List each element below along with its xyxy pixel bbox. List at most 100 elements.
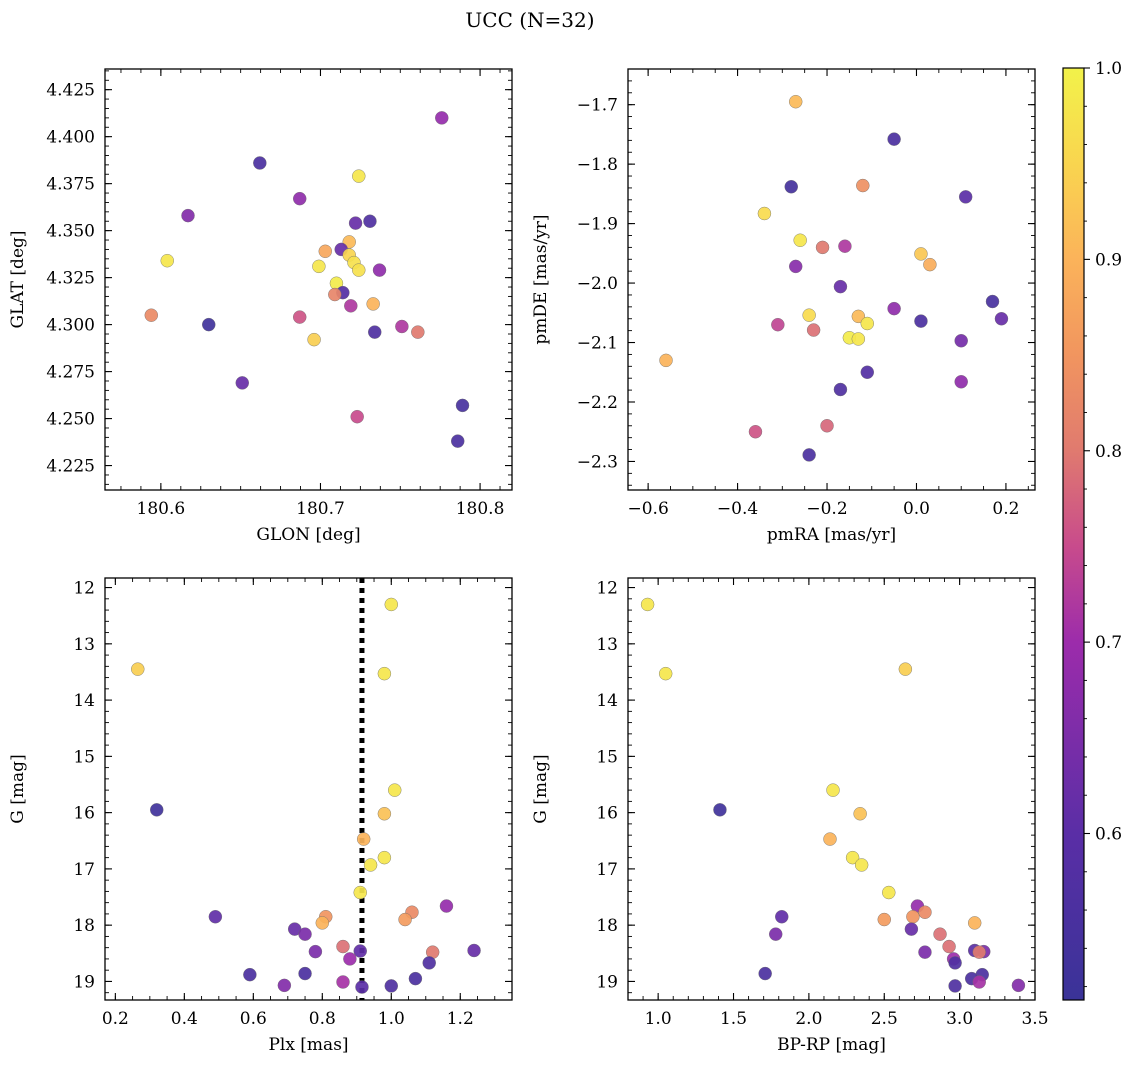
data-point <box>833 279 848 294</box>
data-point <box>640 597 655 612</box>
data-point <box>352 263 366 277</box>
data-point <box>775 910 789 924</box>
panel-galactic: 180.6 180.7 180.8 4.225 4.250 4.275 4.300 4.325… <box>8 68 513 545</box>
x-tick-label: 0.6 <box>240 1009 267 1029</box>
data-point <box>395 319 409 334</box>
colorbar-tick-label: 0.7 <box>1095 633 1122 653</box>
y-axis-label: G [mag] <box>531 754 551 823</box>
y-tick-label: 16 <box>73 804 95 824</box>
data-point <box>353 944 367 958</box>
y-tick-label: −2.2 <box>577 393 618 413</box>
data-point <box>933 927 947 941</box>
data-point <box>388 783 402 797</box>
data-point <box>348 216 363 230</box>
y-tick-label: 4.325 <box>46 269 95 289</box>
y-tick-label: 4.300 <box>46 316 95 336</box>
data-point <box>860 365 874 379</box>
x-tick-label: 1.0 <box>378 1009 405 1029</box>
colorbar: 0.6 0.7 0.8 0.9 1.0 <box>1062 59 1122 1001</box>
data-point <box>398 912 412 927</box>
data-point <box>659 353 673 368</box>
data-point <box>353 885 367 900</box>
data-point <box>954 334 968 348</box>
data-point <box>243 967 257 982</box>
data-point <box>826 783 840 797</box>
data-point <box>789 95 803 109</box>
data-point <box>758 966 772 981</box>
y-tick-label: 4.225 <box>46 457 95 477</box>
data-point <box>144 308 158 322</box>
data-point <box>854 858 869 872</box>
data-point <box>355 980 369 994</box>
y-tick-label: 15 <box>73 747 95 767</box>
data-point <box>181 208 195 223</box>
data-point <box>312 259 326 274</box>
data-point <box>757 206 772 221</box>
data-point <box>202 317 216 332</box>
data-point <box>853 807 867 821</box>
data-point <box>455 398 470 413</box>
data-point <box>467 943 481 958</box>
data-point <box>208 910 223 924</box>
data-point <box>422 956 436 970</box>
data-point <box>384 979 398 993</box>
data-point <box>253 156 267 170</box>
data-point <box>972 975 986 989</box>
data-point <box>833 382 848 397</box>
x-tick-label: 0.0 <box>903 499 930 519</box>
y-tick-label: 19 <box>73 972 95 992</box>
x-tick-label: −0.6 <box>627 499 668 519</box>
panel-proper-motion: −0.6 −0.4 −0.2 0.0 0.2 −1.7 −1.8 −1.9 −2.0 −2.1 −2… <box>531 68 1036 545</box>
data-point <box>363 858 378 872</box>
y-tick-label: 13 <box>596 635 618 655</box>
data-point <box>815 240 830 255</box>
colorbar-tick-label: 1.0 <box>1095 59 1122 79</box>
axis-ticks <box>628 68 1035 490</box>
panel-parallax-magnitude: 0.2 0.4 0.6 0.8 1.0 1.2 12 13 14 15 16 17 18 19 Plx [m… <box>8 577 513 1055</box>
y-tick-label: 17 <box>596 860 618 880</box>
y-tick-label: −2.1 <box>577 334 618 354</box>
x-axis-label: GLON [deg] <box>256 525 360 545</box>
y-tick-label: −2.0 <box>577 274 618 294</box>
data-point <box>838 239 852 253</box>
x-tick-label: −0.2 <box>806 499 847 519</box>
x-tick-label: 2.5 <box>871 1009 898 1029</box>
y-tick-label: −1.7 <box>577 96 618 116</box>
data-point <box>914 314 928 328</box>
y-tick-label: 12 <box>596 579 618 599</box>
plot-frame <box>627 68 1036 491</box>
y-tick-label: 19 <box>596 972 618 992</box>
data-point <box>336 939 350 954</box>
data-point <box>439 899 454 913</box>
x-tick-label: 180.6 <box>137 499 186 519</box>
data-point <box>315 916 329 930</box>
data-point <box>898 662 913 676</box>
y-tick-label: −1.8 <box>577 155 618 175</box>
data-points <box>659 95 1009 462</box>
x-tick-label: 1.2 <box>447 1009 474 1029</box>
data-point <box>985 294 1000 309</box>
plot-frame <box>627 577 1036 1001</box>
data-point <box>235 376 249 390</box>
data-point <box>408 971 423 986</box>
x-tick-label: −0.4 <box>717 499 758 519</box>
data-points <box>144 111 470 448</box>
data-point <box>771 317 785 332</box>
data-point <box>377 850 392 865</box>
data-point <box>344 299 358 313</box>
plot-frame <box>104 68 513 491</box>
data-point <box>366 297 380 311</box>
data-point <box>887 301 901 316</box>
data-points <box>640 597 1026 993</box>
data-point <box>942 939 956 954</box>
y-tick-label: 14 <box>596 691 618 711</box>
data-point <box>372 263 387 277</box>
data-point <box>806 323 821 337</box>
data-point <box>851 309 866 324</box>
y-tick-label: −1.9 <box>577 215 618 235</box>
data-point <box>293 310 307 324</box>
x-tick-label: 2.0 <box>795 1009 822 1029</box>
data-point <box>914 247 928 261</box>
y-tick-label: 4.275 <box>46 363 95 383</box>
data-point <box>336 975 350 989</box>
